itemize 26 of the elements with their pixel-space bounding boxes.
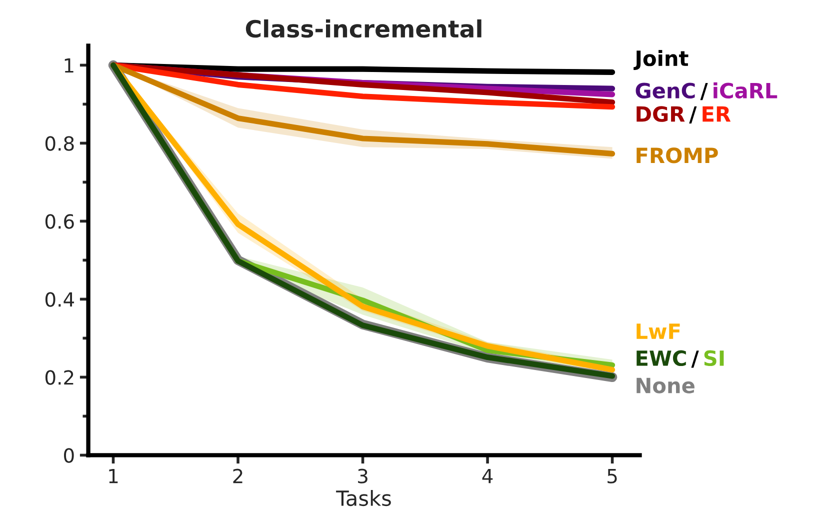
x-tick-label: 3 — [358, 468, 368, 484]
text: iCaRL — [714, 82, 778, 99]
series-label: None — [636, 378, 694, 394]
x-tick-label: 2 — [233, 468, 242, 484]
y-tick-label: 1 — [64, 58, 74, 73]
x-tick-label: 5 — [608, 468, 617, 484]
series-label: FROMP — [636, 148, 718, 164]
y-tick-label: 0.2 — [45, 370, 74, 385]
y-tick-label: 0 — [64, 448, 74, 463]
text: ER — [702, 106, 731, 122]
series-label: Joint — [634, 50, 688, 70]
series-label: DGR — [636, 106, 685, 122]
series-label: EWC — [636, 350, 686, 366]
x-axis-title: Tasks — [336, 490, 391, 506]
y-tick-label: 0.6 — [45, 214, 74, 229]
series-label: GenC — [636, 82, 695, 99]
series-label: LwF — [636, 324, 680, 339]
y-tick-label: 0.4 — [45, 292, 74, 307]
text: / — [691, 350, 699, 368]
text: / — [689, 106, 697, 124]
text: SI — [704, 350, 724, 366]
chart-title: Class-incremental — [246, 19, 482, 38]
y-tick-label: 0.8 — [45, 136, 74, 151]
text: / — [700, 83, 708, 100]
x-tick-label: 1 — [109, 468, 118, 484]
x-tick-label: 4 — [482, 468, 493, 484]
